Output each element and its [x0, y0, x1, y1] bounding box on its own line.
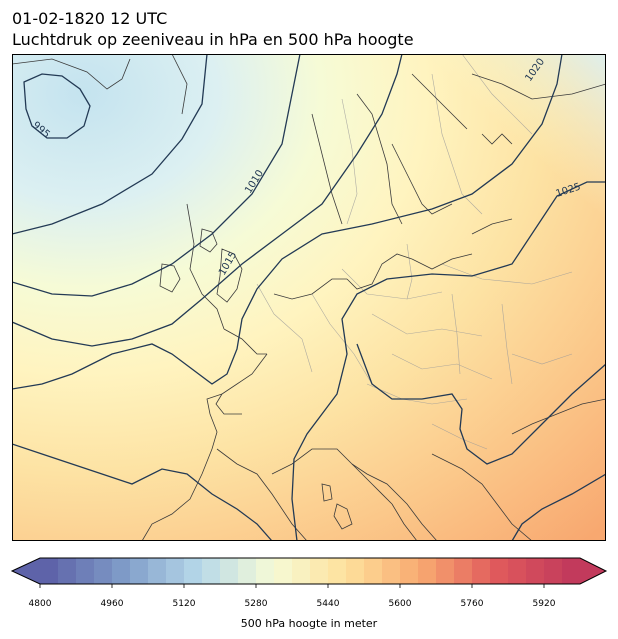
colorbar-segment — [202, 558, 221, 584]
colorbar-segment — [76, 558, 95, 584]
isobar-1025-south — [356, 343, 606, 465]
colorbar-segment — [238, 558, 257, 584]
colorbar-segment — [364, 558, 383, 584]
colorbar-segment — [184, 558, 203, 584]
colorbar-tick-label: 4800 — [29, 599, 52, 609]
height-field-ne — [312, 54, 606, 254]
colorbar-segment — [454, 558, 473, 584]
map-title: Luchtdruk op zeeniveau in hPa en 500 hPa… — [12, 30, 414, 49]
colorbar-segment — [562, 558, 581, 584]
colorbar-segment — [274, 558, 293, 584]
islands — [159, 133, 513, 530]
map-frame — [12, 54, 606, 541]
colorbar-segment — [220, 558, 239, 584]
colorbar-segment — [418, 558, 437, 584]
colorbar-segment — [130, 558, 149, 584]
colorbar: 4800 4960 5120 5280 5440 5600 5760 5920 500 hPa… — [10, 557, 608, 630]
colorbar-segment — [166, 558, 185, 584]
colorbar-tick-label: 5280 — [245, 599, 268, 609]
weather-map: 995 1010 1015 1020 1025 — [12, 54, 606, 541]
colorbar-tick-label: 5440 — [317, 599, 340, 609]
colorbar-tick-label: 5760 — [461, 599, 484, 609]
colorbar-segment — [526, 558, 545, 584]
isobar-1010 — [12, 54, 301, 297]
colorbar-ticks: 4800 4960 5120 5280 5440 5600 5760 5920 — [29, 584, 556, 609]
colorbar-segment — [472, 558, 491, 584]
colorbar-label: 500 hPa hoogte in meter — [241, 617, 378, 630]
colorbar-segment — [112, 558, 131, 584]
isobars — [12, 54, 606, 541]
colorbar-extend-low — [12, 558, 40, 584]
colorbar-segment — [328, 558, 347, 584]
colorbar-segment — [490, 558, 509, 584]
isobar-1005 — [12, 54, 208, 235]
isobar-995 — [23, 73, 91, 139]
isobar-1020-east — [511, 473, 606, 541]
colorbar-tick-label: 5600 — [389, 599, 412, 609]
colorbar-segment — [544, 558, 563, 584]
colorbar-segment — [256, 558, 275, 584]
colorbar-segment — [310, 558, 329, 584]
isobar-1020-south — [12, 443, 273, 541]
colorbar-segment — [292, 558, 311, 584]
colorbar-segment — [382, 558, 401, 584]
colorbar-tick-label: 4960 — [101, 599, 124, 609]
colorbar-segment — [508, 558, 527, 584]
colorbar-segment — [94, 558, 113, 584]
colorbar-segment — [40, 558, 59, 584]
map-datetime: 01-02-1820 12 UTC — [12, 9, 168, 28]
country-borders — [256, 54, 573, 450]
isobar-1025 — [291, 181, 606, 541]
colorbar-extend-high — [580, 558, 606, 584]
colorbar-segment — [436, 558, 455, 584]
colorbar-tick-label: 5120 — [173, 599, 196, 609]
colorbar-segment — [346, 558, 365, 584]
isobar-1020 — [12, 54, 563, 390]
colorbar-segment — [148, 558, 167, 584]
isobar-1015 — [12, 54, 403, 347]
colorbar-segments — [40, 558, 581, 584]
colorbar-segment — [58, 558, 77, 584]
coastlines — [12, 54, 606, 541]
colorbar-tick-label: 5920 — [533, 599, 556, 609]
colorbar-segment — [400, 558, 419, 584]
